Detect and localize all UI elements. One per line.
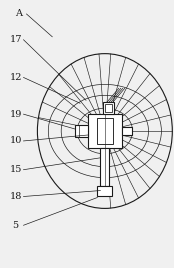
Bar	[103, 102, 114, 114]
Bar	[97, 185, 112, 195]
Text: 17: 17	[9, 35, 22, 44]
Text: 18: 18	[9, 192, 22, 201]
Bar	[97, 118, 113, 144]
Bar	[105, 104, 112, 112]
Bar	[122, 127, 132, 135]
Text: 12: 12	[9, 73, 22, 82]
Bar	[88, 114, 122, 148]
Text: 19: 19	[9, 110, 22, 119]
Text: 5: 5	[13, 221, 19, 230]
Bar	[75, 125, 88, 137]
Text: 15: 15	[9, 165, 22, 174]
Text: A: A	[15, 9, 22, 18]
Bar	[100, 148, 109, 185]
Text: 10: 10	[9, 136, 22, 146]
